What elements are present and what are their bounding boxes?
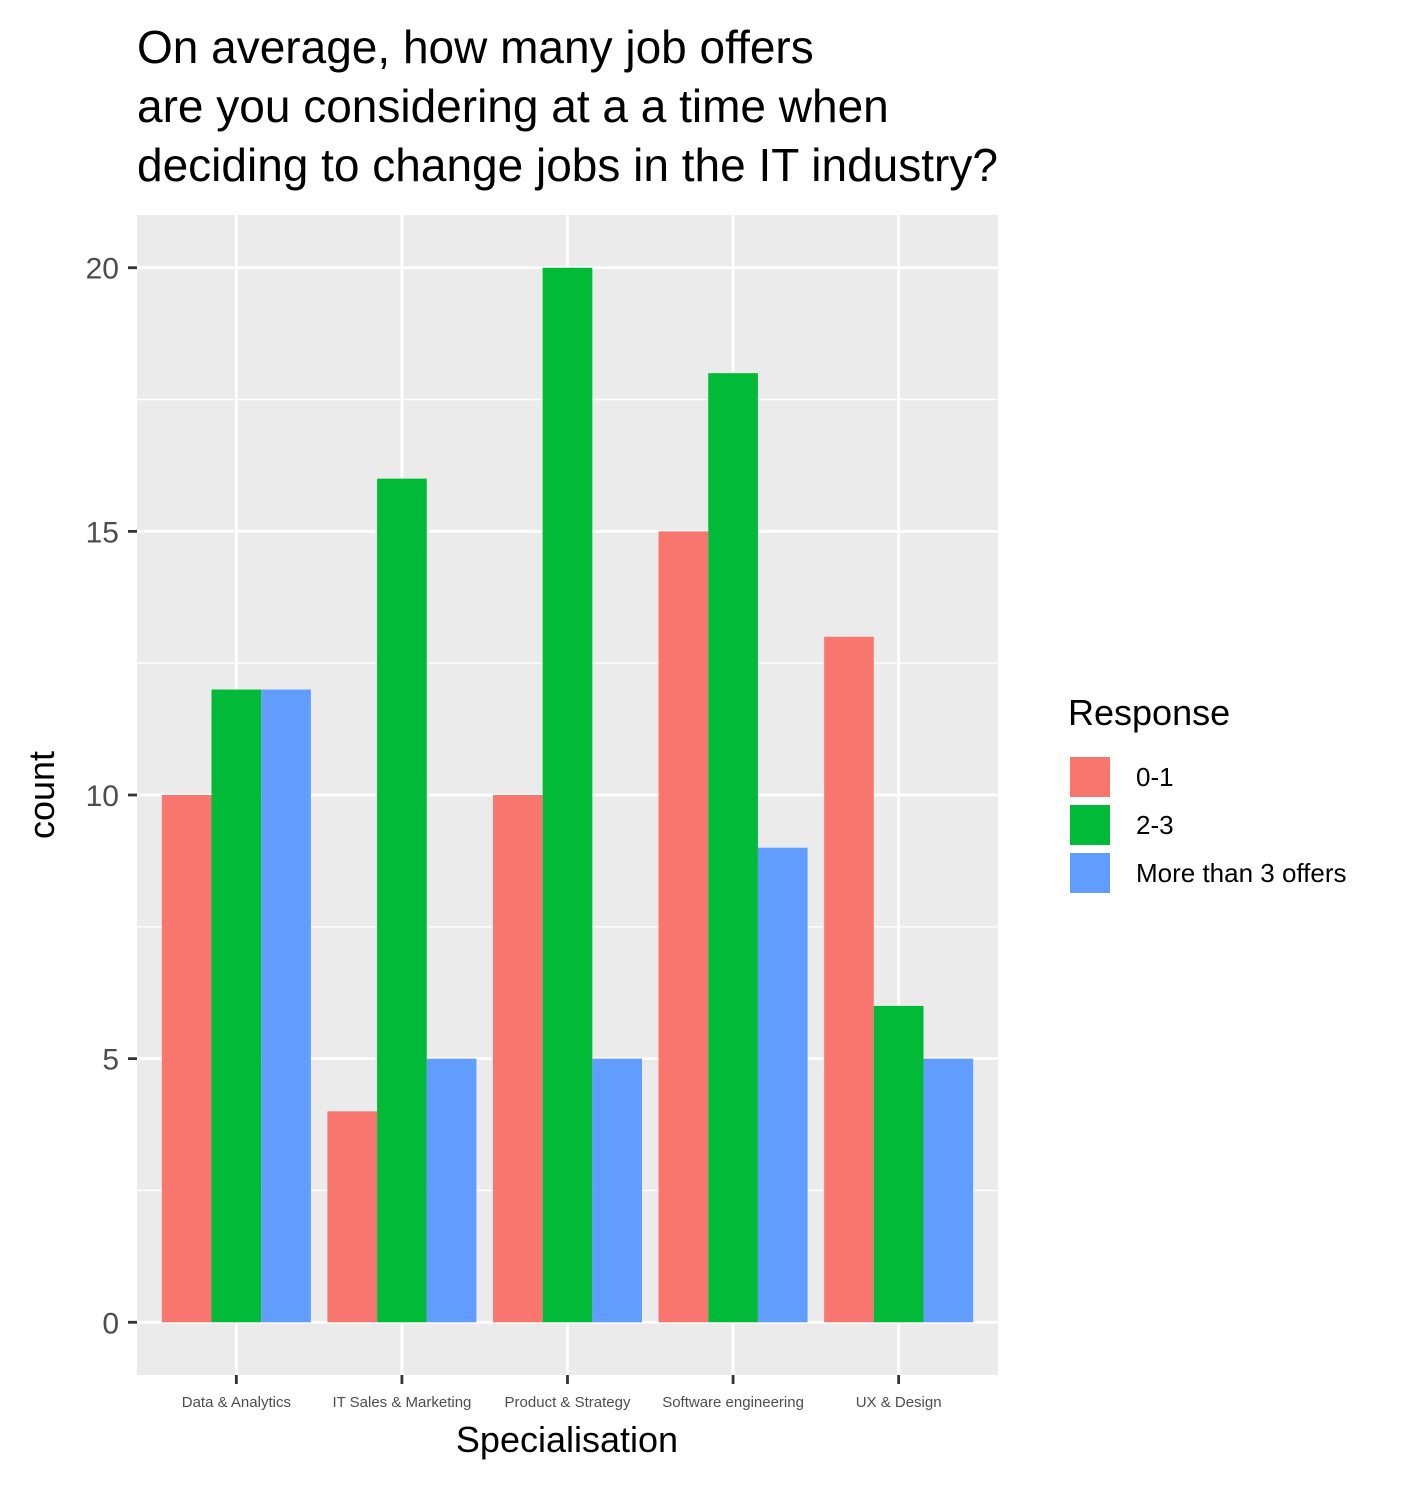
legend-label: 0-1 (1136, 761, 1174, 792)
legend-item: 0-1 (1068, 755, 1174, 799)
bar (592, 1058, 643, 1323)
chart-title-line-1: On average, how many job offers (137, 21, 814, 73)
y-tick-label: 5 (102, 1044, 119, 1077)
bar (327, 1111, 378, 1323)
bar (261, 689, 311, 1323)
bar (211, 689, 262, 1323)
x-tick-label: IT Sales & Marketing (332, 1394, 471, 1411)
legend-label: More than 3 offers (1136, 857, 1347, 888)
bars (161, 267, 974, 1323)
y-tick-label: 20 (86, 253, 119, 286)
legend-key (1068, 755, 1112, 799)
legend-key (1068, 851, 1112, 895)
bar (161, 795, 212, 1323)
legend-item: 2-3 (1068, 803, 1174, 847)
x-tick-label: UX & Design (856, 1394, 942, 1411)
bar (824, 636, 874, 1323)
bar (658, 531, 709, 1323)
y-tick-label: 15 (86, 516, 119, 549)
bar (757, 847, 808, 1323)
bar (873, 1005, 924, 1323)
bar (708, 373, 758, 1323)
x-tick-label: Product & Strategy (505, 1394, 631, 1411)
y-axis-label: count (21, 751, 62, 839)
bar (923, 1058, 974, 1323)
bar (377, 478, 427, 1323)
bar (542, 267, 593, 1323)
axes: 0 5 10 15 20 Data & Analytics IT Sales & Marke… (86, 253, 942, 1411)
y-tick-label: 10 (86, 780, 119, 813)
legend-item: More than 3 offers (1068, 851, 1347, 895)
y-tick-label: 0 (102, 1307, 119, 1340)
x-tick-label: Data & Analytics (182, 1394, 291, 1411)
chart-title-line-3: deciding to change jobs in the IT indust… (137, 139, 998, 191)
bar (426, 1058, 477, 1323)
legend-key (1068, 803, 1112, 847)
x-axis-label: Specialisation (456, 1419, 678, 1460)
chart-title-line-2: are you considering at a a time when (137, 80, 889, 132)
legend-title: Response (1068, 692, 1231, 733)
x-tick-label: Software engineering (662, 1394, 804, 1411)
bar (492, 795, 543, 1323)
legend-label: 2-3 (1136, 809, 1174, 840)
